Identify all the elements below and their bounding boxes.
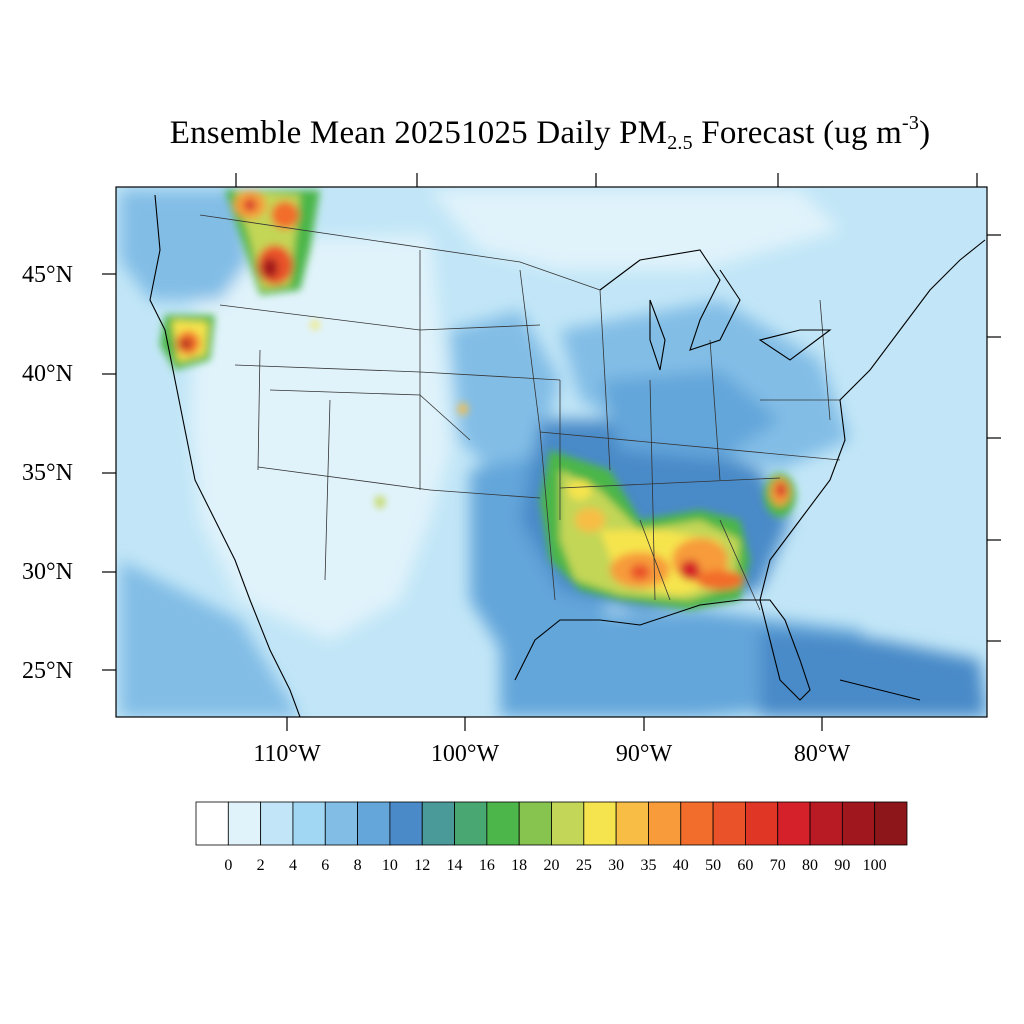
map-frame: [115, 186, 988, 718]
colorbar-swatch: [615, 801, 649, 846]
colorbar-tick-label: 25: [575, 857, 592, 874]
colorbar-swatch: [518, 801, 552, 846]
colorbar-tick-label: 10: [381, 857, 398, 874]
coastline: [149, 194, 986, 717]
colorbar-swatch: [421, 801, 455, 846]
colorbar-swatch: [292, 801, 326, 846]
colorbar-tick-label: 12: [414, 857, 431, 874]
colorbar-tick-label: 80: [802, 857, 819, 874]
colorbar-swatch: [551, 801, 585, 846]
colorbar-swatch: [680, 801, 714, 846]
colorbar-swatch: [874, 801, 908, 846]
lon-label: 100°W: [430, 741, 500, 767]
colorbar-swatch: [227, 801, 262, 846]
lon-label: 80°W: [793, 741, 851, 767]
colorbar-tick-label: 35: [640, 857, 657, 874]
colorbar-swatch: [712, 801, 746, 846]
state-boundaries: [199, 214, 841, 611]
colorbar-tick-label: 4: [288, 857, 297, 874]
colorbar-swatch: [324, 801, 358, 846]
colorbar-tick-label: 60: [737, 857, 754, 874]
colorbar: [195, 801, 908, 846]
islands: [839, 679, 921, 701]
colorbar-swatch: [583, 801, 617, 846]
colorbar-tick-label: 40: [672, 857, 689, 874]
colorbar-swatch: [260, 801, 294, 846]
colorbar-tick-label: 30: [608, 857, 625, 874]
map-ticks: [102, 173, 1001, 731]
colorbar-tick-label: 20: [543, 857, 560, 874]
colorbar-tick-label: 70: [769, 857, 786, 874]
colorbar-tick-label: 6: [321, 857, 330, 874]
colorbar-swatch: [745, 801, 779, 846]
colorbar-tick-label: 16: [478, 857, 495, 874]
lat-label: 25°N: [22, 658, 73, 684]
colorbar-tick-label: 100: [862, 857, 887, 874]
colorbar-swatch: [841, 801, 876, 846]
lat-label: 40°N: [22, 361, 73, 387]
pm-hotspots: [160, 190, 796, 610]
lon-label: 90°W: [615, 741, 673, 767]
colorbar-swatch: [454, 801, 488, 846]
colorbar-swatch: [357, 801, 391, 846]
colorbar-tick-label: 14: [446, 857, 463, 874]
colorbar-tick-label: 2: [256, 857, 265, 874]
colorbar-swatch: [486, 801, 520, 846]
colorbar-tick-label: 8: [353, 857, 362, 874]
lat-label: 30°N: [22, 559, 73, 585]
colorbar-tick-label: 0: [224, 857, 233, 874]
lon-label: 110°W: [253, 741, 321, 767]
colorbar-swatch: [389, 801, 423, 846]
colorbar-swatch: [777, 801, 811, 846]
colorbar-tick-label: 18: [511, 857, 528, 874]
lat-label: 45°N: [22, 262, 73, 288]
map-title: Ensemble Mean 20251025 Daily PM2.5 Forec…: [169, 112, 931, 154]
colorbar-swatch: [648, 801, 682, 846]
colorbar-swatch: [195, 801, 229, 846]
map-field: [116, 187, 987, 717]
colorbar-tick-label: 50: [705, 857, 722, 874]
colorbar-tick-label: 90: [834, 857, 851, 874]
lat-label: 35°N: [22, 460, 73, 486]
colorbar-swatch: [809, 801, 843, 846]
